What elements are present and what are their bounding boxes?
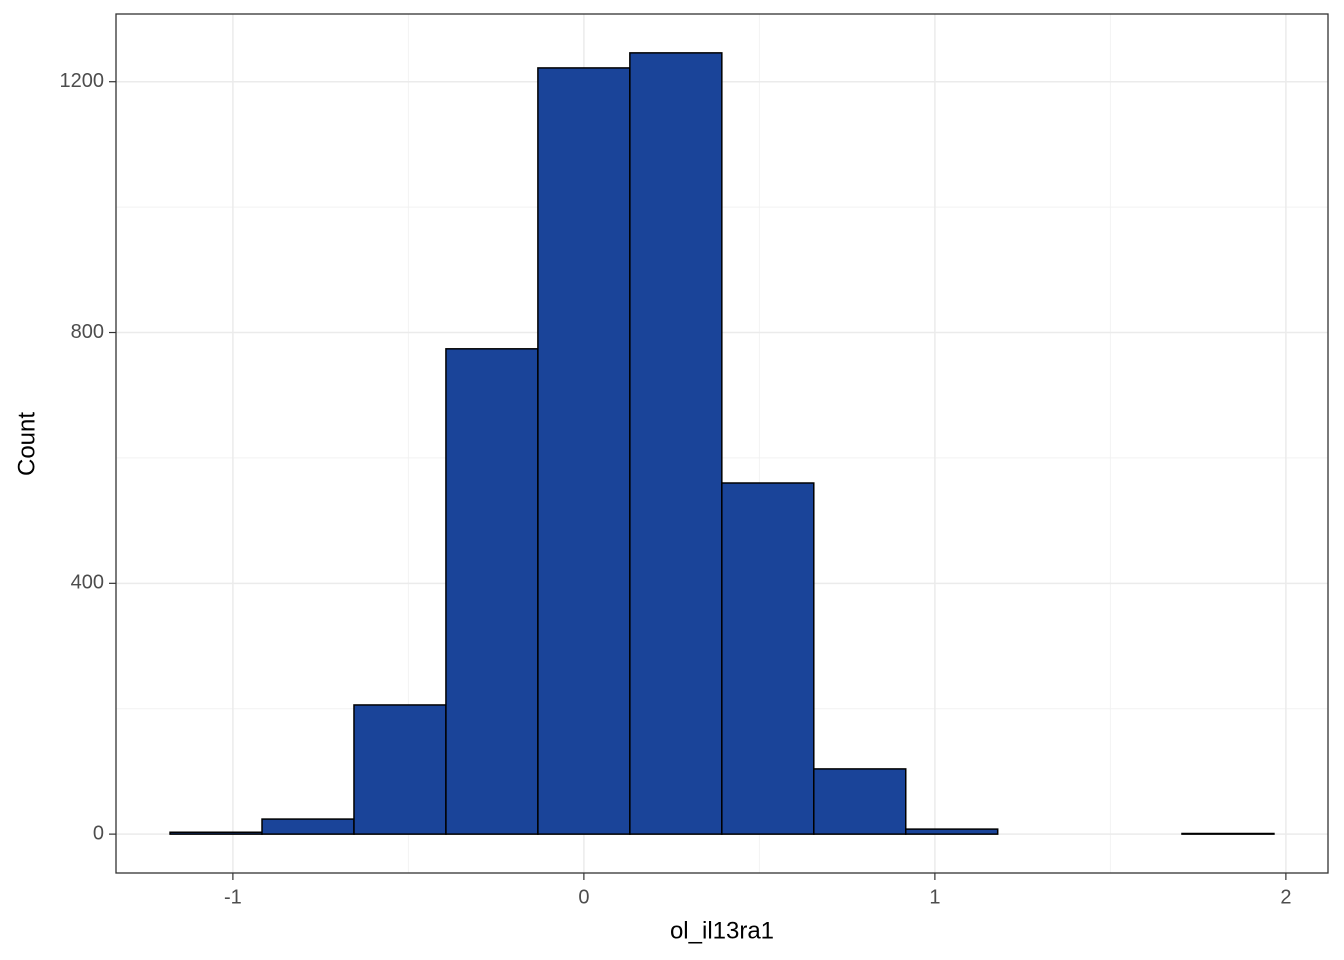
y-tick-label: 400 xyxy=(71,572,104,594)
bar xyxy=(813,768,907,835)
bar xyxy=(353,704,447,835)
x-axis-title: ol_il13ra1 xyxy=(670,917,774,944)
x-tick-label: 0 xyxy=(578,886,589,908)
bar xyxy=(169,831,263,835)
y-tick-label: 1200 xyxy=(60,70,105,92)
bar xyxy=(904,828,999,835)
bar xyxy=(1181,832,1275,835)
x-tick-label: -1 xyxy=(224,886,242,908)
bar xyxy=(629,52,723,835)
y-tick-label: 800 xyxy=(71,321,104,343)
x-tick-label: 1 xyxy=(929,886,940,908)
bar xyxy=(445,348,539,835)
x-tick-label: 2 xyxy=(1280,886,1291,908)
y-axis-title: Count xyxy=(13,412,40,476)
bar xyxy=(721,482,815,835)
y-tick-label: 0 xyxy=(93,822,104,844)
panel-border xyxy=(115,13,1329,874)
bar xyxy=(261,818,355,835)
bar xyxy=(537,67,631,835)
